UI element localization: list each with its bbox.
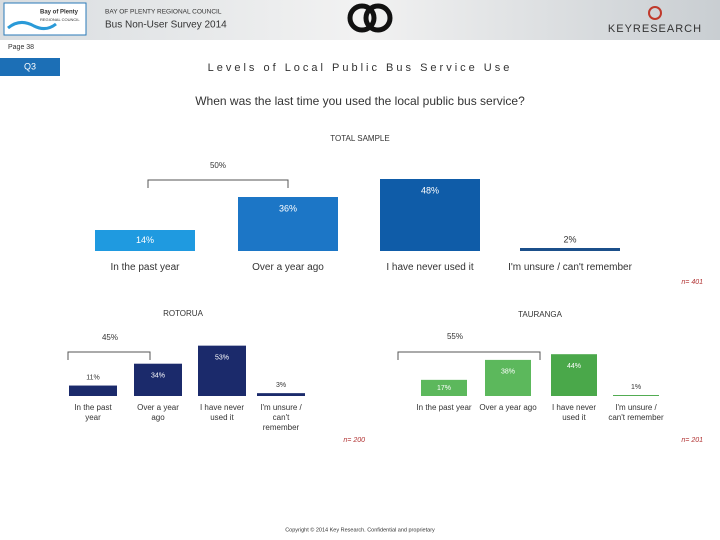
logo-text: REGIONAL COUNCIL [40,17,80,22]
sample-size: n= 200 [343,437,365,444]
bar [95,230,195,251]
org-name: BAY OF PLENTY REGIONAL COUNCIL [105,9,222,16]
bar [238,197,338,251]
category-label: Over a year ago [252,262,324,273]
logo-ring [363,3,393,33]
value-label: 36% [279,203,297,213]
category-label: I have never used it [386,262,473,273]
bar [257,393,305,396]
value-label: 17% [437,385,451,392]
category-label: I'm unsure / can't remember [508,262,633,273]
question-tab [0,58,60,76]
bar [551,354,597,396]
value-label: 14% [136,235,154,245]
bar [198,345,246,396]
bracket [397,351,541,360]
brand-name: KEYRESEARCH [608,23,702,35]
bracket [147,179,289,188]
category-label: I have never used it [200,403,244,422]
value-label: 11% [86,374,100,381]
slide-title: Levels of Local Public Bus Service Use [208,62,513,74]
category-label: Over a year ago [479,403,537,412]
value-label: 44% [567,363,581,370]
question-id: Q3 [24,61,36,71]
survey-name: Bus Non-User Survey 2014 [105,20,227,31]
category-label: In the past year [416,403,471,412]
value-label: 48% [421,185,439,195]
group-label: 45% [102,333,118,342]
bar [134,363,182,396]
brand-mark [648,6,662,20]
value-label: 53% [215,354,229,361]
bar [613,395,659,396]
value-label: 3% [276,382,286,389]
logo-ring [347,3,377,33]
bracket [67,351,151,360]
category-label: In the past year [111,262,181,273]
bar [485,359,531,396]
bar [69,385,117,396]
logo-wave [7,21,57,31]
category-label: Over a year ago [137,403,179,422]
value-label: 34% [151,373,165,380]
category-label: I'm unsure / can't remember [608,403,664,422]
chart-subtitle: TAURANGA [518,310,563,319]
group-label: 55% [447,332,463,341]
sample-size: n= 401 [681,279,703,286]
chart-subtitle: TOTAL SAMPLE [330,134,389,143]
bar [380,179,480,251]
category-label: I'm unsure / can't remember [260,403,302,432]
category-label: I have never used it [552,403,596,422]
group-label: 50% [210,161,226,170]
question-text: When was the last time you used the loca… [195,94,525,108]
chart-subtitle: ROTORUA [163,309,204,318]
value-label: 38% [501,369,515,376]
page-number: Page 38 [8,44,34,51]
copyright: Copyright © 2014 Key Research. Confident… [285,526,435,533]
value-label: 2% [563,234,576,244]
sample-size: n= 201 [681,437,703,444]
category-label: In the past year [74,403,112,422]
bar [520,248,620,251]
bar [421,379,467,396]
value-label: 1% [631,384,641,391]
logo-text: Bay of Plenty [40,10,79,16]
